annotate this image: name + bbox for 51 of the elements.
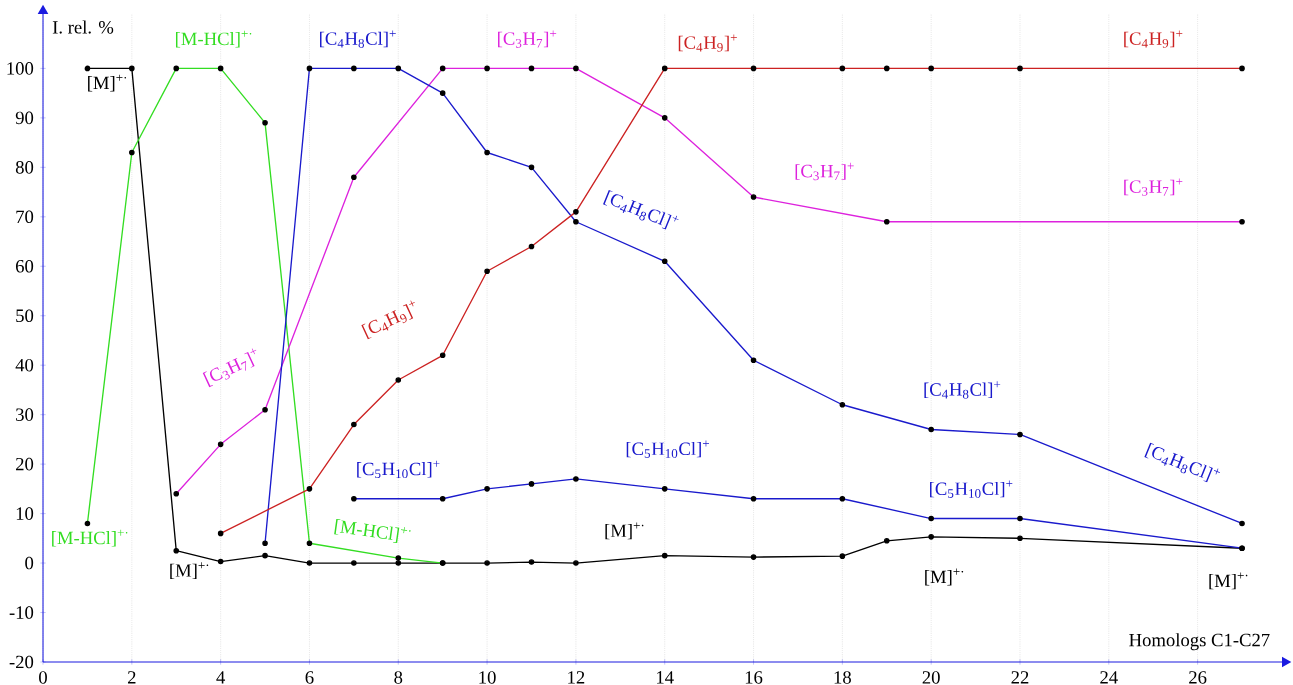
annotation: [C$_{4}$H$_{9}$]$^{+}$ bbox=[361, 300, 415, 340]
y-tick-label: 20 bbox=[16, 457, 34, 471]
annotation: [M]$^{+·}$ bbox=[1209, 572, 1248, 590]
annotation: [C$_{4}$H$_{8}$Cl]$^{+}$ bbox=[924, 381, 1001, 399]
x-tick-label: 8 bbox=[394, 671, 403, 684]
annotation: [C$_{4}$H$_{8}$Cl]$^{+}$ bbox=[1144, 442, 1220, 483]
x-tick-label: 20 bbox=[922, 671, 940, 684]
annotation: [M]$^{+·}$ bbox=[170, 562, 209, 580]
annotation: [C$_{4}$H$_{8}$Cl]$^{+}$ bbox=[320, 30, 396, 48]
y-axis-title: I. rel. % bbox=[52, 20, 114, 34]
annotation: [C$_{4}$H$_{8}$Cl]$^{+}$ bbox=[603, 189, 679, 230]
annotation: [C$_{3}$H$_{7}$]$^{+}$ bbox=[795, 162, 854, 181]
x-tick-label: 26 bbox=[1189, 671, 1207, 684]
y-tick-label: 10 bbox=[16, 507, 34, 520]
annotation: [C$_{3}$H$_{7}$]$^{+}$ bbox=[1124, 178, 1183, 196]
y-tick-label: 30 bbox=[16, 408, 34, 421]
y-tick-label: 90 bbox=[15, 111, 34, 125]
y-tick-label: 80 bbox=[15, 161, 34, 174]
y-tick-label: 100 bbox=[7, 62, 34, 75]
annotation: [C$_{3}$H$_{7}$]$^{+}$ bbox=[498, 30, 557, 48]
x-tick-label: 24 bbox=[1100, 671, 1118, 684]
x-tick-label: 10 bbox=[479, 671, 496, 684]
annotation: [M]$^{+·}$ bbox=[88, 74, 127, 92]
annotation: [C$_{3}$H$_{7}$]$^{+}$ bbox=[202, 348, 257, 388]
annotation: [M]$^{+·}$ bbox=[605, 522, 644, 540]
annotation: [M-HCl]$^{+·}$ bbox=[175, 30, 252, 48]
y-tick-label: 40 bbox=[15, 358, 34, 372]
x-tick-label: 18 bbox=[834, 671, 851, 684]
annotation: [C$_{4}$H$_{9}$]$^{+}$ bbox=[678, 34, 737, 52]
annotation: [M-HCl]$^{+·}$ bbox=[334, 518, 411, 544]
x-tick-label: 22 bbox=[1011, 671, 1029, 684]
y-tick-label: -10 bbox=[9, 606, 34, 619]
annotation: [C$_{5}$H$_{10}$Cl]$^{+}$ bbox=[357, 460, 440, 479]
x-axis-title: Homologs C1-C27 bbox=[1129, 633, 1270, 651]
x-tick-label: 16 bbox=[745, 671, 763, 684]
x-tick-label: 14 bbox=[657, 671, 674, 684]
x-tick-label: 12 bbox=[568, 671, 585, 684]
y-tick-label: 70 bbox=[16, 210, 34, 224]
y-tick-label: -20 bbox=[9, 655, 34, 669]
annotation: [M-HCl]$^{+·}$ bbox=[52, 529, 128, 547]
annotation: [C$_{4}$H$_{9}$]$^{+}$ bbox=[1124, 30, 1183, 48]
annotation: [M]$^{+·}$ bbox=[925, 568, 964, 586]
x-tick-label: 0 bbox=[39, 671, 47, 684]
x-tick-label: 2 bbox=[127, 671, 136, 684]
x-tick-label: 4 bbox=[216, 671, 226, 684]
y-tick-label: 50 bbox=[16, 309, 34, 323]
x-tick-label: 6 bbox=[305, 671, 314, 684]
y-tick-label: 0 bbox=[25, 556, 34, 570]
annotation: [C$_{5}$H$_{10}$Cl]$^{+}$ bbox=[930, 480, 1013, 498]
y-tick-label: 60 bbox=[15, 259, 34, 273]
annotation: [C$_{5}$H$_{10}$Cl]$^{+}$ bbox=[626, 440, 710, 458]
